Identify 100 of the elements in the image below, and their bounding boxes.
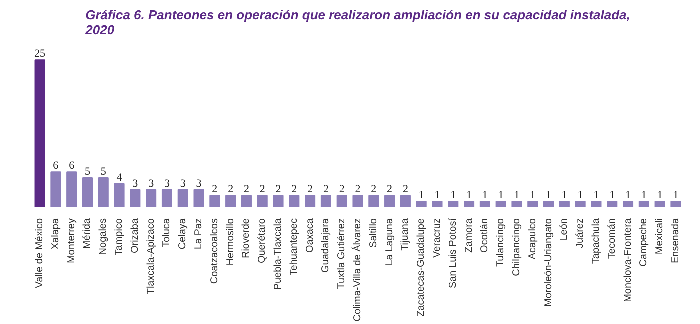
bar [210,195,220,208]
data-label: 5 [84,166,91,178]
data-label: 5 [100,166,107,178]
x-tick-label: Tehuantepec [288,218,300,276]
data-label: 2 [339,184,345,196]
x-tick-label: San Luis Potosí [448,218,459,289]
bar [66,172,78,208]
bar [638,201,650,208]
x-tick-label: Juárez [575,218,586,249]
x-tick-label: Coatzacoalcos [209,218,220,284]
data-label: 2 [244,184,250,196]
x-tick-label: Toluca [162,218,173,248]
bar [400,195,411,208]
bar [352,195,364,208]
x-tick-label: Hermosillo [225,218,236,266]
bar [368,195,380,208]
bar [512,201,522,208]
x-tick-label: Ocotlán [480,218,491,253]
bar [464,201,475,208]
bar [241,195,252,208]
x-tick-label: Chilpancingo [511,218,522,276]
bar [384,195,396,208]
bar [623,201,634,208]
bar [670,201,682,208]
x-tick-label: Tijuana [400,218,412,251]
x-tick-label: Tulancingo [496,218,507,268]
data-label: 2 [355,184,361,196]
x-tick-label: Orizaba [130,218,141,254]
bar [416,201,427,208]
bar [98,178,109,208]
data-label: 3 [180,178,186,190]
x-tick-label: La Laguna [384,218,396,266]
bar [559,201,570,208]
x-tick-label: Zacatecas-Guadalupe [416,218,428,317]
data-label: 1 [418,190,424,202]
bar [178,189,188,208]
bar [575,201,586,208]
x-tick-label: Tecomán [606,218,618,260]
x-tick-label: Zamora [464,218,475,253]
x-tick-label: Colima-Villa de Álvarez [352,218,364,322]
data-label: 1 [594,190,600,202]
x-tick-label: Tuxtla Gutiérrez [336,218,348,290]
bar [289,195,300,208]
x-tick-label: Moroleón-Uriangato [543,218,554,307]
data-label: 1 [610,190,616,202]
bar [305,195,316,208]
x-tick-label: Celaya [178,218,189,250]
data-label: 1 [578,190,584,202]
x-tick-label: Campeche [638,218,650,267]
data-label: 1 [626,190,632,202]
x-tick-label: Oaxaca [304,218,316,253]
bar [130,189,141,208]
data-label: 1 [498,190,504,202]
x-tick-label: Tampico [114,218,126,256]
bar [82,178,93,208]
data-label: 25 [34,48,46,60]
data-label: 2 [387,184,393,196]
x-tick-label: Monclova-Frontera [622,218,634,302]
data-label: 2 [276,184,282,196]
bar [162,189,172,208]
bar [257,195,268,208]
x-tick-label: Xalapa [50,218,62,250]
bar [226,195,236,208]
x-tick-label: Nogales [98,218,110,256]
data-label: 2 [402,184,408,196]
data-label: 6 [53,160,60,172]
bar [544,201,554,208]
data-label: 1 [530,190,536,202]
bar [50,172,62,208]
data-label: 3 [196,178,202,190]
x-tick-label: Querétaro [257,218,268,264]
bar [448,201,459,208]
data-label: 3 [164,178,170,190]
x-tick-label: Mérida [82,218,94,250]
data-label: 2 [228,184,234,196]
bar [496,201,506,208]
bar [528,201,538,208]
data-label: 2 [371,184,377,196]
bar [654,201,666,208]
bar [34,60,46,208]
x-tick-label: Guadalajara [320,218,332,273]
x-tick-label: La Paz [194,218,205,250]
bar [336,195,348,208]
x-tick-label: Acapulco [527,218,538,260]
x-tick-label: Rioverde [241,218,252,259]
data-label: 1 [466,190,472,202]
data-label: 1 [450,190,456,202]
x-tick-label: Ensenada [670,218,682,264]
x-tick-label: Tapachula [590,218,602,264]
x-tick-label: Valle de México [34,218,46,288]
data-label: 6 [69,160,76,172]
chart-title: Gráfica 6. Panteones en operación que realizaron ampliación en su capacidad instalada, 2020 [84,8,630,38]
data-label: 4 [116,172,123,184]
data-label: 1 [434,190,440,202]
x-tick-label: Puebla-Tlaxcala [273,218,284,290]
x-tick-label: Mexicali [654,218,666,255]
bar [432,201,443,208]
data-label: 1 [673,190,679,202]
data-label: 2 [212,184,218,196]
data-label: 1 [514,190,520,202]
